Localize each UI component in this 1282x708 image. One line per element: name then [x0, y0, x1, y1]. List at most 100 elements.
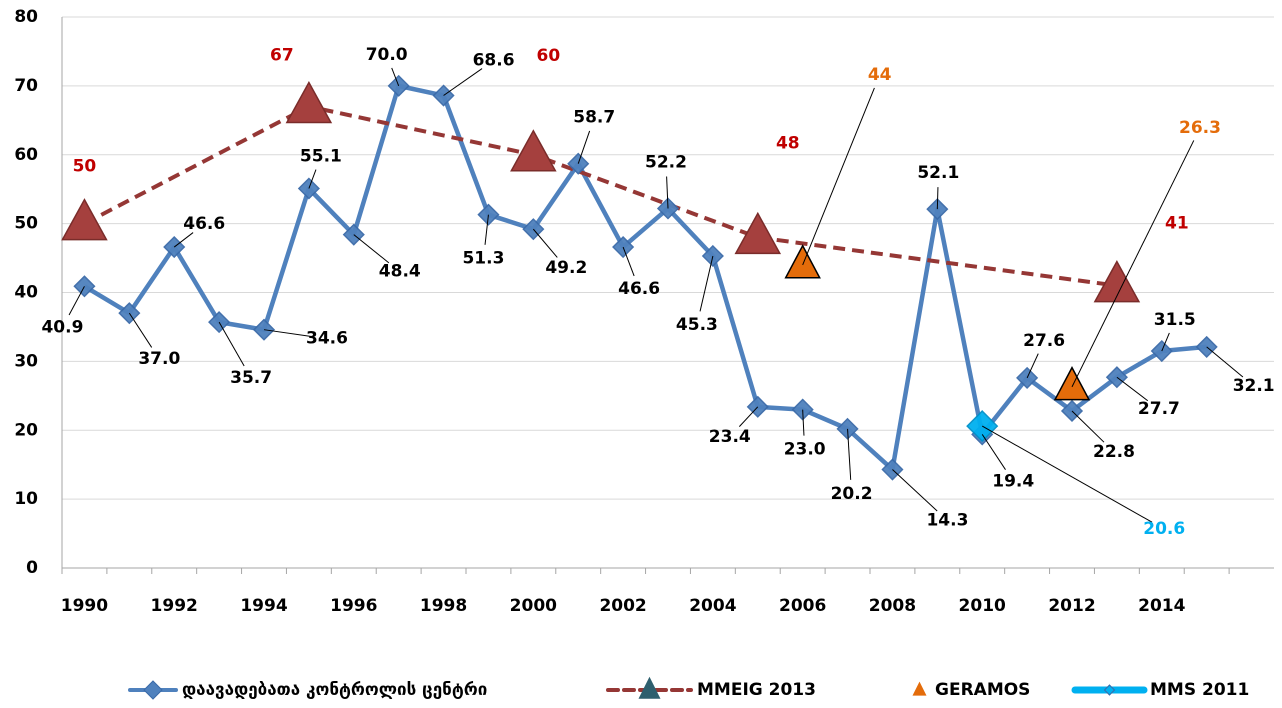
data-label: 49.2 — [545, 258, 587, 278]
x-tick-label: 2008 — [869, 596, 916, 616]
data-label: 31.5 — [1154, 310, 1196, 330]
leader-line — [128, 312, 153, 348]
data-label: 34.6 — [306, 329, 348, 349]
data-label: 14.3 — [926, 511, 968, 531]
data-label: 52.1 — [917, 163, 959, 183]
data-label: 48 — [776, 133, 800, 153]
leader-line — [532, 228, 558, 258]
data-label: 22.8 — [1093, 442, 1135, 462]
x-tick-label: 2000 — [510, 596, 557, 616]
data-label: 46.6 — [183, 214, 225, 234]
legend-label: MMEIG 2013 — [697, 680, 816, 700]
y-tick-label: 0 — [26, 558, 38, 578]
data-label: 19.4 — [992, 471, 1034, 491]
y-tick-label: 30 — [14, 351, 38, 371]
leader-line — [802, 409, 805, 436]
data-label: 23.4 — [709, 427, 751, 447]
data-label: 23.0 — [784, 440, 826, 460]
leader-line — [173, 232, 194, 248]
y-tick-label: 50 — [14, 214, 38, 234]
leader-line — [1206, 346, 1244, 378]
x-tick-label: 1996 — [330, 596, 377, 616]
y-tick-label: 80 — [14, 7, 38, 27]
data-label: 26.3 — [1179, 118, 1221, 138]
data-label: 41 — [1165, 214, 1189, 234]
data-label: 67 — [270, 46, 294, 66]
data-label: 32.1 — [1233, 376, 1275, 396]
leader-line — [699, 255, 714, 312]
data-label: 35.7 — [230, 368, 272, 388]
leader-line — [263, 329, 314, 338]
data-label: 27.6 — [1023, 331, 1065, 351]
leader-line — [484, 214, 489, 245]
leader-line — [936, 187, 939, 210]
point-marker — [734, 211, 782, 255]
data-label: 45.3 — [676, 315, 718, 335]
data-label: 68.6 — [473, 51, 515, 71]
x-tick-label: 1990 — [61, 596, 108, 616]
leader-line — [847, 428, 852, 480]
leader-line — [666, 176, 669, 209]
x-tick-label: 1998 — [420, 596, 467, 616]
leader-line — [577, 130, 591, 164]
y-tick-label: 20 — [14, 420, 38, 440]
legend-marker — [638, 676, 661, 699]
data-label: 27.7 — [1138, 399, 1180, 419]
data-label: 37.0 — [138, 349, 180, 369]
leader-line — [353, 234, 390, 264]
leader-line — [1026, 353, 1039, 379]
data-label: 48.4 — [379, 262, 421, 282]
leader-line — [981, 425, 1153, 523]
data-label: 20.6 — [1143, 519, 1185, 539]
y-tick-label: 70 — [14, 76, 38, 96]
data-label: 70.0 — [366, 45, 408, 65]
legend-marker — [143, 680, 163, 700]
leader-line — [802, 87, 875, 266]
leader-line — [1071, 140, 1195, 388]
data-label: 55.1 — [300, 146, 342, 166]
leader-line — [1071, 410, 1105, 443]
leader-line — [443, 68, 483, 96]
data-label: 52.2 — [645, 152, 687, 172]
leader-line — [622, 246, 635, 277]
series-line — [83, 83, 1207, 472]
y-tick-label: 60 — [14, 145, 38, 165]
data-label: 44 — [868, 65, 892, 85]
x-tick-label: 1994 — [240, 596, 287, 616]
legend-label: დაავადებათა კონტროლის ცენტრი — [182, 680, 487, 700]
data-label: 51.3 — [462, 249, 504, 269]
x-tick-label: 1992 — [151, 596, 198, 616]
legend-marker — [912, 681, 927, 696]
x-tick-label: 2010 — [959, 596, 1006, 616]
y-tick-label: 10 — [14, 489, 38, 509]
data-label: 20.2 — [831, 484, 873, 504]
leader-line — [1116, 376, 1149, 402]
data-label: 58.7 — [573, 108, 615, 128]
leader-line — [218, 321, 245, 367]
x-tick-label: 2012 — [1048, 596, 1095, 616]
leader-line — [738, 406, 759, 427]
legend-marker — [1103, 684, 1116, 696]
legend-label: MMS 2011 — [1150, 680, 1249, 700]
point-marker — [784, 244, 821, 279]
point-marker — [1053, 366, 1091, 401]
leader-line — [391, 67, 400, 87]
leader-line — [892, 469, 938, 512]
data-label: 50 — [73, 157, 97, 177]
leader-line — [981, 434, 1006, 470]
x-tick-label: 2002 — [599, 596, 646, 616]
leader-line — [308, 169, 317, 189]
point-marker — [61, 198, 108, 241]
x-tick-label: 2014 — [1138, 596, 1185, 616]
point-marker — [163, 235, 186, 259]
legend-label: GERAMOS — [935, 680, 1030, 700]
data-label: 60 — [536, 46, 560, 66]
y-tick-label: 40 — [14, 283, 38, 303]
leader-line — [68, 286, 85, 316]
data-label: 40.9 — [41, 317, 83, 337]
leader-line — [1161, 332, 1170, 352]
data-label: 46.6 — [618, 279, 660, 299]
point-marker — [1093, 260, 1141, 303]
series-line — [83, 104, 1118, 288]
